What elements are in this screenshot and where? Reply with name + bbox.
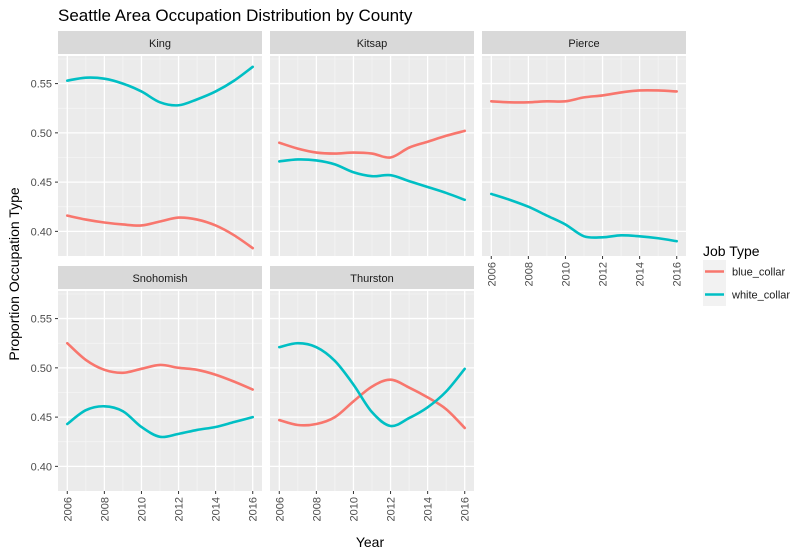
panel-thurston: Thurston 2006 2008 2010 2012 2014 2016	[270, 266, 474, 521]
facet-strip	[58, 266, 262, 289]
facet-strip	[58, 31, 262, 54]
panel-kitsap: Kitsap	[270, 31, 474, 256]
x-tick-label: 2006	[486, 262, 498, 286]
panel-king: King 0.40 0.45 0.50 0.55	[31, 31, 262, 256]
x-tick-label: 2006	[62, 497, 74, 521]
panel-pierce: Pierce 2006 2008 2010 2012 2014 2016	[482, 31, 686, 286]
x-tick-label: 2014	[211, 497, 223, 521]
x-tick-label: 2012	[386, 497, 398, 521]
x-tick-label: 2012	[174, 497, 186, 521]
y-tick-label: 0.55	[31, 79, 52, 91]
x-tick-label: 2012	[598, 262, 610, 286]
x-tick-label: 2016	[460, 497, 472, 521]
facet-strip-label: Pierce	[568, 38, 599, 50]
series-line-blue-collar	[65, 214, 255, 250]
series-line-white-collar	[277, 158, 467, 202]
legend-entry-white-collar: white_collar	[703, 283, 790, 306]
facet-strip	[270, 266, 474, 289]
facet-strip	[270, 31, 474, 54]
chart-title: Seattle Area Occupation Distribution by …	[58, 6, 413, 25]
series-line-blue-collar	[277, 378, 467, 430]
legend-label: white_collar	[731, 290, 790, 302]
x-tick-label: 2010	[348, 497, 360, 521]
x-tick-label: 2010	[136, 497, 148, 521]
x-tick-label: 2008	[523, 262, 535, 286]
y-tick-label: 0.55	[31, 314, 52, 326]
panel-snohomish: Snohomish 0.40 0.45 0.50 0.55 2006 2008 2010 201…	[31, 266, 262, 521]
legend-entry-blue-collar: blue_collar	[703, 260, 786, 283]
facet-strip-label: Kitsap	[357, 38, 388, 50]
facet-strip	[482, 31, 686, 54]
y-tick-label: 0.40	[31, 461, 52, 473]
x-tick-label: 2010	[560, 262, 572, 286]
y-axis-title: Proportion Occupation Type	[6, 187, 22, 361]
x-tick-label: 2014	[635, 262, 647, 286]
panels-layer: King 0.40 0.45 0.50 0.55 Kitsap Pierce 2006 2008…	[31, 31, 686, 521]
series-line-white-collar	[489, 192, 679, 243]
facet-strip-label: King	[149, 38, 171, 50]
series-line-white-collar	[65, 404, 255, 439]
facet-strip-label: Thurston	[350, 273, 393, 285]
x-tick-label: 2008	[99, 497, 111, 521]
y-tick-label: 0.45	[31, 177, 52, 189]
y-tick-label: 0.45	[31, 412, 52, 424]
y-tick-label: 0.40	[31, 226, 52, 238]
series-line-white-collar	[277, 341, 467, 428]
series-line-blue-collar	[489, 88, 679, 104]
y-tick-label: 0.50	[31, 363, 52, 375]
y-tick-label: 0.50	[31, 128, 52, 140]
series-line-blue-collar	[65, 341, 255, 391]
legend-title: Job Type	[703, 243, 760, 259]
legend: Job Type blue_collar white_collar	[703, 243, 790, 306]
series-line-blue-collar	[277, 129, 467, 159]
legend-entries: blue_collar white_collar	[703, 260, 790, 306]
x-axis-title: Year	[356, 534, 385, 550]
x-tick-label: 2006	[274, 497, 286, 521]
x-tick-label: 2008	[311, 497, 323, 521]
facet-strip-label: Snohomish	[132, 273, 187, 285]
x-tick-label: 2016	[248, 497, 260, 521]
x-tick-label: 2014	[423, 497, 435, 521]
x-tick-label: 2016	[672, 262, 684, 286]
legend-label: blue_collar	[732, 267, 786, 279]
series-line-white-collar	[65, 65, 255, 107]
